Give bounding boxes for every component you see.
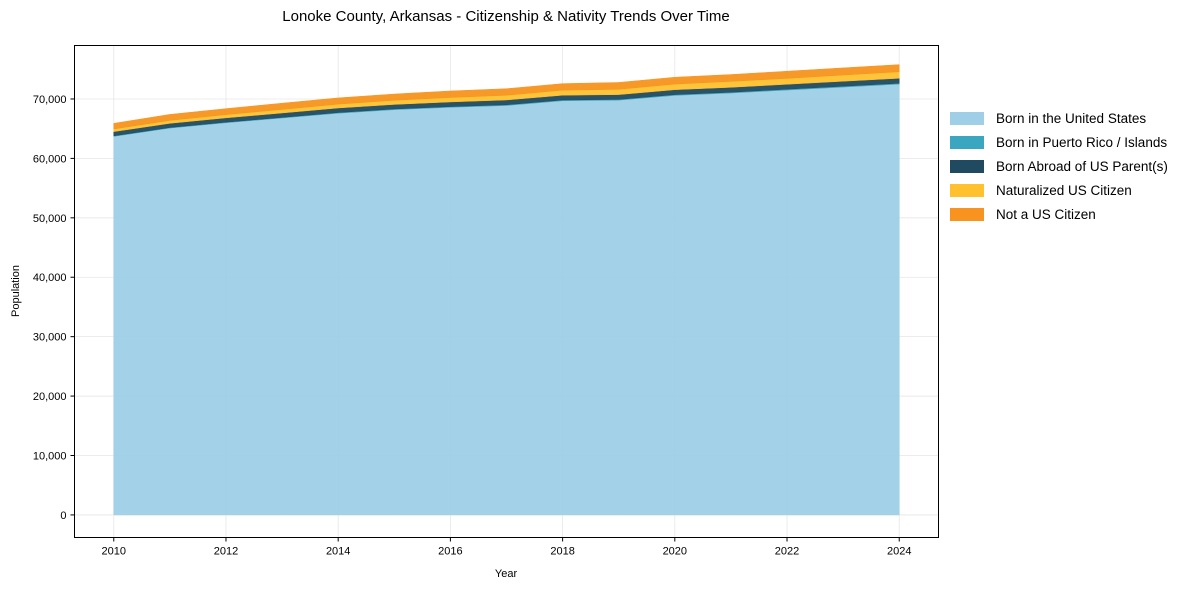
x-tick-label: 2012 <box>214 546 238 558</box>
y-tick-label: 30,000 <box>33 332 67 344</box>
legend-item: Naturalized US Citizen <box>950 178 1168 202</box>
legend: Born in the United States Born in Puerto … <box>950 106 1168 226</box>
y-tick-label: 70,000 <box>33 94 67 106</box>
legend-label: Not a US Citizen <box>996 206 1096 222</box>
y-tick-label: 40,000 <box>33 272 67 284</box>
x-axis-label: Year <box>495 568 518 580</box>
legend-swatch <box>950 159 984 173</box>
legend-item: Not a US Citizen <box>950 202 1168 226</box>
legend-label: Born Abroad of US Parent(s) <box>996 158 1168 174</box>
legend-label: Born in the United States <box>996 110 1147 126</box>
x-tick-label: 2010 <box>102 546 126 558</box>
stacked-areas <box>113 64 900 516</box>
x-tick-label: 2024 <box>887 546 911 558</box>
legend-label: Born in Puerto Rico / Islands <box>996 134 1168 150</box>
legend-item: Born in Puerto Rico / Islands <box>950 130 1168 154</box>
plot-frame <box>74 45 939 538</box>
legend-swatch <box>950 183 984 197</box>
area-series-0 <box>113 83 900 516</box>
legend-swatch <box>950 207 984 221</box>
chart-title: Lonoke County, Arkansas - Citizenship & … <box>282 8 730 25</box>
x-tick-label: 2016 <box>438 546 462 558</box>
legend-label: Naturalized US Citizen <box>996 182 1132 198</box>
legend-swatch <box>950 135 984 149</box>
y-tick-label: 10,000 <box>33 451 67 463</box>
y-tick-label: 0 <box>60 510 66 522</box>
y-axis-ticks: 0 10,000 20,000 30,000 40,000 50,000 60,000 70,… <box>33 94 75 522</box>
y-tick-label: 60,000 <box>33 153 67 165</box>
area-series-4 <box>113 64 900 130</box>
y-axis-label: Population <box>10 265 22 317</box>
legend-item: Born Abroad of US Parent(s) <box>950 154 1168 178</box>
x-tick-label: 2014 <box>326 546 350 558</box>
x-tick-label: 2022 <box>775 546 799 558</box>
x-tick-label: 2020 <box>663 546 687 558</box>
y-tick-label: 20,000 <box>33 391 67 403</box>
legend-swatch <box>950 111 984 125</box>
y-tick-label: 50,000 <box>33 213 67 225</box>
x-tick-label: 2018 <box>550 546 574 558</box>
x-axis-ticks: 2010 2012 2014 2016 2018 2020 2022 2024 <box>102 537 911 558</box>
legend-item: Born in the United States <box>950 106 1168 130</box>
